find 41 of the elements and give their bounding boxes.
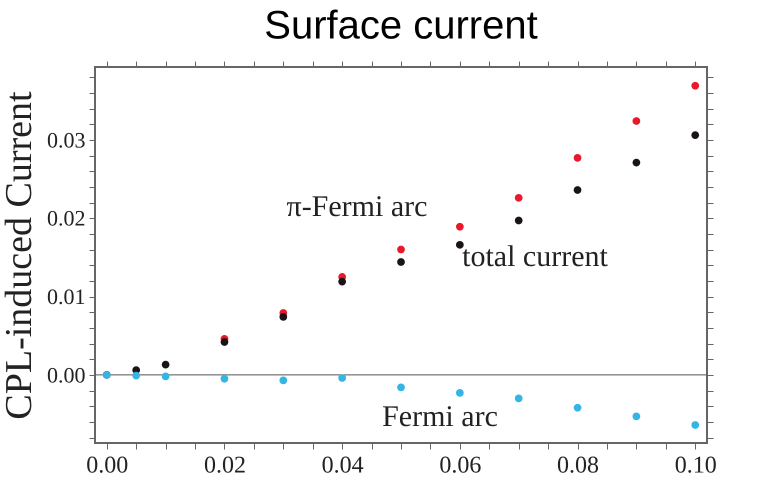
point [691,131,700,140]
point [162,360,170,369]
point [574,404,582,412]
point [691,421,700,429]
x-tick-label: 0.08 [557,452,600,478]
point [456,222,464,231]
point [514,194,523,202]
x-tick-label: 0.00 [86,452,128,478]
y-axis-title: CPL-induced Current [0,90,40,420]
x-tick-label: 0.10 [674,452,717,478]
series-label: π-Fermi arc [286,190,428,223]
point [397,246,405,254]
point [279,313,288,321]
series-label: Fermi arc [382,400,498,433]
point [397,258,405,266]
point [162,372,170,380]
point [456,389,464,397]
series-label: total current [462,240,609,273]
point [338,278,346,286]
point [132,372,140,380]
point [338,374,346,382]
y-tick-label: 0.03 [47,127,86,152]
point [514,394,523,402]
y-tick-label: 0.01 [47,284,86,310]
point [632,117,640,125]
point [397,384,405,392]
point [574,186,582,194]
point [691,82,700,90]
point [632,158,640,166]
y-tick-label: 0.00 [47,362,86,388]
point [514,216,523,224]
x-tick-label: 0.02 [204,452,246,478]
point [220,338,228,346]
x-tick-label: 0.06 [439,452,482,478]
point [574,154,582,162]
x-tick-label: 0.04 [322,452,364,478]
point [279,376,288,384]
chart-title: Surface current [264,4,538,48]
point [632,412,640,420]
y-tick-label: 0.02 [47,206,86,231]
point [220,374,228,383]
